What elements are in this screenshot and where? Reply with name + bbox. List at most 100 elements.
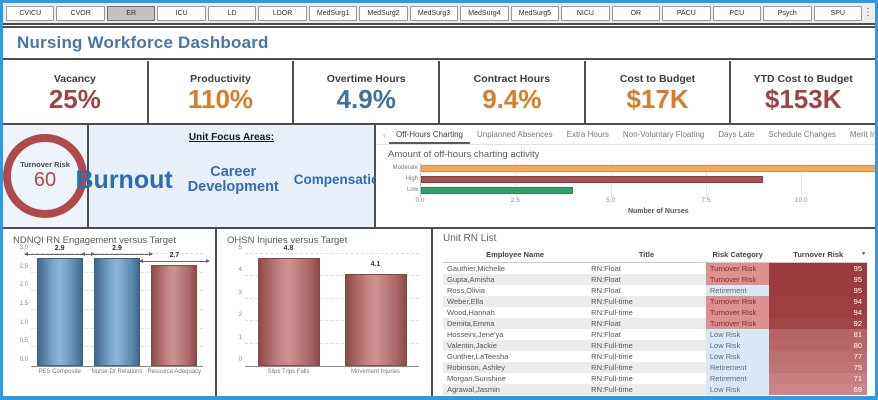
cell-employee-name: Valentin,Jackie: [443, 339, 588, 351]
table-row[interactable]: Hosseini,Jene'ya RN:Float Low Risk 81: [443, 328, 867, 340]
table-row[interactable]: Gunther,LaTeesha RN:Full-time Low Risk 77: [443, 350, 867, 362]
unit-tab-pacu[interactable]: PACU: [662, 5, 711, 21]
unit-tab-medsurg5[interactable]: MedSurg5: [510, 5, 560, 21]
table-row[interactable]: Gupta,Amisha RN:Float Turnover Risk 95: [443, 273, 867, 285]
y-tick-label: 0.5: [19, 338, 28, 345]
cell-title: RN:Float: [587, 284, 706, 296]
table-row[interactable]: Wood,Hannah RN:Full-time Turnover Risk 94: [443, 306, 867, 318]
kpi-label: Cost to Budget: [619, 72, 696, 85]
cell-title: RN:Full-time: [587, 372, 706, 384]
focus-areas-word-cloud: Burnout Career Development Compensation: [76, 164, 388, 196]
cell-turnover-risk: 69: [769, 383, 867, 395]
y-category-label: Low: [406, 187, 418, 193]
cell-risk-category: Turnover Risk: [705, 317, 770, 329]
target-marker: [138, 259, 211, 264]
cell-title: RN:Float: [587, 262, 706, 274]
unit-tab-ldor[interactable]: LDOR: [258, 5, 307, 21]
table-row[interactable]: Weber,Ella RN:Full-time Turnover Risk 94: [443, 295, 867, 307]
unit-tab-ld[interactable]: LD: [207, 5, 257, 21]
rn-table: Employee Name Title Risk Category Turnover …: [443, 248, 867, 395]
table-row[interactable]: Ross,Olivia RN:Float Retirement 95: [443, 284, 867, 296]
kpi-ytd-cost-to-budget: YTD Cost to Budget $153K: [731, 61, 875, 123]
table-row[interactable]: Morgan,Sunshine RN:Full-time Retirement 71: [443, 372, 867, 384]
cell-risk-category: Low Risk: [705, 339, 770, 351]
y-tick-label: 3.0: [19, 245, 28, 251]
x-tick-label: 10.0: [794, 197, 808, 204]
bar-movement-injuries: [344, 274, 407, 366]
unit-tab-medsurg1[interactable]: MedSurg1: [308, 5, 358, 21]
unit-tab-pcu[interactable]: PCU: [712, 5, 762, 21]
table-row[interactable]: Demita,Emma RN:Float Turnover Risk 92: [443, 317, 867, 329]
metric-tab-list: Off-Hours Charting Unplanned Absences Extr…: [389, 125, 877, 144]
x-category-labels: PES Composite Nurse-Dr Relations Resource …: [31, 369, 203, 375]
unit-tab-medsurg2[interactable]: MedSurg2: [359, 5, 408, 21]
sort-caret-icon[interactable]: ▾: [862, 251, 865, 257]
chart-title: NDNQI RN Engagement versus Target: [13, 235, 176, 246]
cell-employee-name: Gunther,LaTeesha: [443, 350, 588, 362]
x-tick-label: 5.0: [606, 197, 616, 204]
table-row[interactable]: Agrawal,Jasmin RN:Full-time Low Risk 69: [443, 383, 867, 395]
metric-tab-merit-in[interactable]: Merit In: [849, 130, 877, 139]
x-tick-label: 7.5: [701, 197, 711, 204]
metric-tab-off-hours-charting[interactable]: Off-Hours Charting: [389, 125, 470, 144]
tab-strip-menu-icon[interactable]: ⋮: [863, 7, 873, 18]
off-hours-plot-area: Moderate High Low: [393, 163, 875, 197]
kpi-value: $17K: [626, 83, 689, 114]
cell-risk-category: Low Risk: [705, 350, 770, 362]
y-tick-label: 5: [238, 245, 242, 251]
metric-tab-days-late[interactable]: Days Late: [718, 130, 755, 139]
bar-high: [421, 176, 764, 183]
turnover-risk-gauge: Turnover Risk 60: [3, 134, 87, 218]
unit-tab-cvicu[interactable]: CVICU: [6, 5, 55, 21]
cell-title: RN:Full-time: [587, 361, 706, 373]
unit-tab-medsurg3[interactable]: MedSurg3: [409, 5, 459, 21]
table-header-row: Employee Name Title Risk Category Turnover …: [443, 248, 867, 263]
metric-tab-extra-hours[interactable]: Extra Hours: [566, 130, 609, 139]
metric-tab-schedule-changes[interactable]: Schedule Changes: [768, 130, 836, 139]
table-title: Unit RN List: [443, 233, 497, 244]
cell-turnover-risk: 80: [769, 339, 867, 351]
metric-tab-unplanned-absences[interactable]: Unplanned Absences: [477, 130, 553, 139]
column-header-title: Title: [587, 248, 706, 263]
unit-tab-or[interactable]: OR: [611, 5, 661, 21]
y-tick-label: 0.0: [19, 357, 28, 363]
table-row[interactable]: Valentin,Jackie RN:Full-time Low Risk 80: [443, 339, 867, 351]
ndnqi-chart-panel: NDNQI RN Engagement versus Target 0.0 0.5…: [3, 229, 217, 396]
cell-employee-name: Wood,Hannah: [443, 306, 588, 318]
table-row[interactable]: Gauthier,Michelle RN:Float Turnover Risk 95: [443, 262, 867, 274]
x-axis-ticks: 0.02.55.07.510.012.5: [415, 197, 875, 205]
gridline: [801, 163, 803, 197]
cell-employee-name: Gauthier,Michelle: [443, 262, 588, 274]
unit-tab-nicu[interactable]: NICU: [561, 5, 610, 21]
y-tick-label: 3: [238, 289, 242, 296]
cell-risk-category: Turnover Risk: [705, 306, 770, 318]
unit-tab-icu[interactable]: ICU: [157, 5, 206, 21]
unit-tab-medsurg4[interactable]: MedSurg4: [460, 5, 509, 21]
table-row[interactable]: Robinson, Ashley RN:Full-time Retirement 75: [443, 361, 867, 373]
x-category-label: Movement Injuries: [350, 369, 401, 375]
unit-tab-er[interactable]: ER: [106, 5, 156, 21]
page-title: Nursing Workforce Dashboard: [17, 33, 269, 52]
kpi-value: $153K: [764, 83, 842, 114]
unit-tab-psych[interactable]: Psych: [763, 5, 812, 21]
unit-tab-cvor[interactable]: CVOR: [56, 5, 105, 21]
cell-risk-category: Low Risk: [705, 383, 770, 395]
unit-tab-list: CVICU CVOR ER ICU LD LDOR MedSurg1 MedSurg2 MedS…: [5, 5, 863, 21]
bar-value-label: 4.8: [283, 245, 294, 253]
focus-area-career-development: Career Development: [187, 164, 279, 196]
column-header-employee-name: Employee Name: [443, 248, 588, 263]
tab-overflow-dots-icon: ...: [434, 2, 444, 9]
cell-risk-category: Turnover Risk: [705, 262, 770, 274]
focus-area-compensation: Compensation: [293, 172, 388, 188]
scroll-left-icon[interactable]: ‹: [383, 129, 386, 140]
gridline: [245, 297, 419, 299]
cell-turnover-risk: 81: [769, 328, 867, 340]
x-tick-label: 2.5: [510, 197, 520, 204]
chart-title: Amount of off-hours charting activity: [388, 149, 540, 160]
focus-area-burnout: Burnout: [75, 166, 173, 195]
unit-tab-spu[interactable]: SPU: [813, 5, 862, 21]
y-tick-label: 2.5: [19, 263, 28, 270]
metric-tab-non-voluntary-floating[interactable]: Non-Voluntary Floating: [622, 130, 705, 139]
gridline: [245, 342, 419, 344]
bar-value-label: 2.9: [54, 244, 65, 252]
